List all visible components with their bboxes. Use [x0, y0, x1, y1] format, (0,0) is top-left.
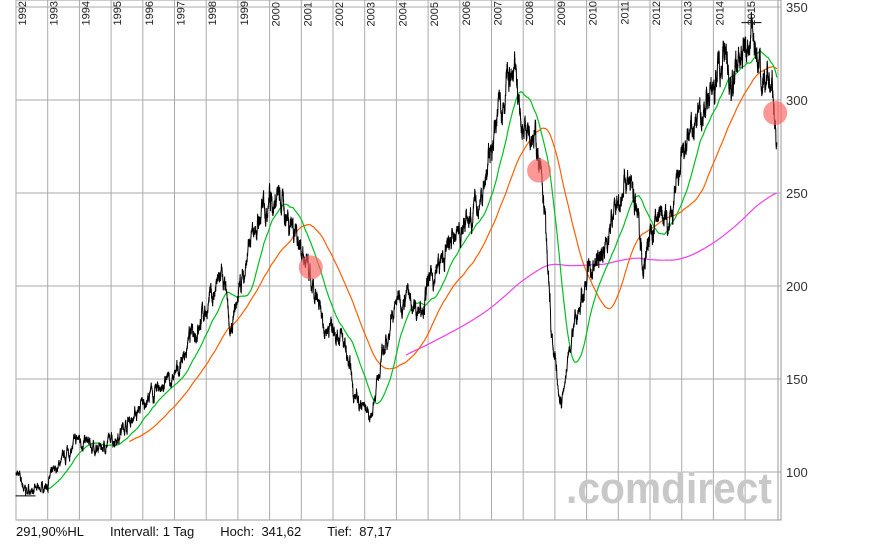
- x-tick-label: 2008: [524, 1, 536, 25]
- x-tick-label: 1993: [49, 1, 61, 25]
- highlight-circle: [763, 101, 788, 126]
- x-tick-label: 2011: [619, 1, 631, 25]
- high-label: Hoch: 341,62: [220, 524, 302, 539]
- x-tick-label: 1994: [80, 1, 92, 25]
- chart-footer: 291,90%HL Intervall: 1 Tag Hoch: 341,62 Tie…: [16, 524, 418, 539]
- x-tick-label: 2005: [429, 2, 441, 26]
- x-tick-label: 1998: [207, 1, 219, 25]
- magenta-moving-average-line: [405, 192, 777, 356]
- price-line: [15, 11, 778, 495]
- x-tick-label: 1996: [144, 1, 156, 25]
- x-tick-label: 2014: [714, 1, 726, 25]
- low-label: Tief: 87,17: [327, 524, 392, 539]
- x-tick-label: 2002: [334, 2, 346, 26]
- interval-label[interactable]: Intervall: 1 Tag: [109, 524, 195, 539]
- y-tick-label: 300: [786, 93, 808, 108]
- y-tick-label: 350: [786, 0, 808, 15]
- y-tick-label: 150: [786, 372, 808, 387]
- x-tick-label: 2015: [746, 1, 758, 25]
- x-tick-label: 2004: [397, 2, 409, 26]
- green-moving-average-line: [47, 50, 778, 490]
- series-lines: [15, 11, 778, 495]
- highlight-circle: [298, 255, 323, 280]
- x-tick-label: 1992: [17, 1, 29, 25]
- x-tick-label: 2012: [651, 1, 663, 25]
- highlight-circle: [527, 158, 552, 183]
- x-tick-label: 1995: [112, 1, 124, 25]
- orange-moving-average-line: [129, 66, 778, 443]
- y-tick-label: 100: [786, 465, 808, 480]
- x-tick-label: 1997: [176, 1, 188, 25]
- x-tick-label: 2000: [271, 2, 283, 26]
- axis-labels: 1992 1993 1994 1995 1996 1997 1998 1999 2000 2001…: [17, 0, 808, 480]
- grid: [15, 0, 782, 521]
- x-tick-label: 2007: [493, 1, 505, 25]
- x-tick-label: 2013: [683, 1, 695, 25]
- x-tick-label: 1999: [239, 1, 251, 25]
- x-tick-label: 2009: [556, 1, 568, 25]
- y-tick-label: 200: [786, 279, 808, 294]
- y-tick-label: 250: [786, 186, 808, 201]
- x-tick-label: 2001: [302, 2, 314, 26]
- x-tick-label: 2010: [588, 1, 600, 25]
- highlight-markers: [15, 22, 788, 497]
- comdirect-watermark: .comdirect: [566, 464, 772, 513]
- x-tick-label: 2003: [366, 2, 378, 26]
- x-tick-label: 2006: [461, 1, 473, 25]
- performance-label: 291,90%HL: [16, 524, 84, 539]
